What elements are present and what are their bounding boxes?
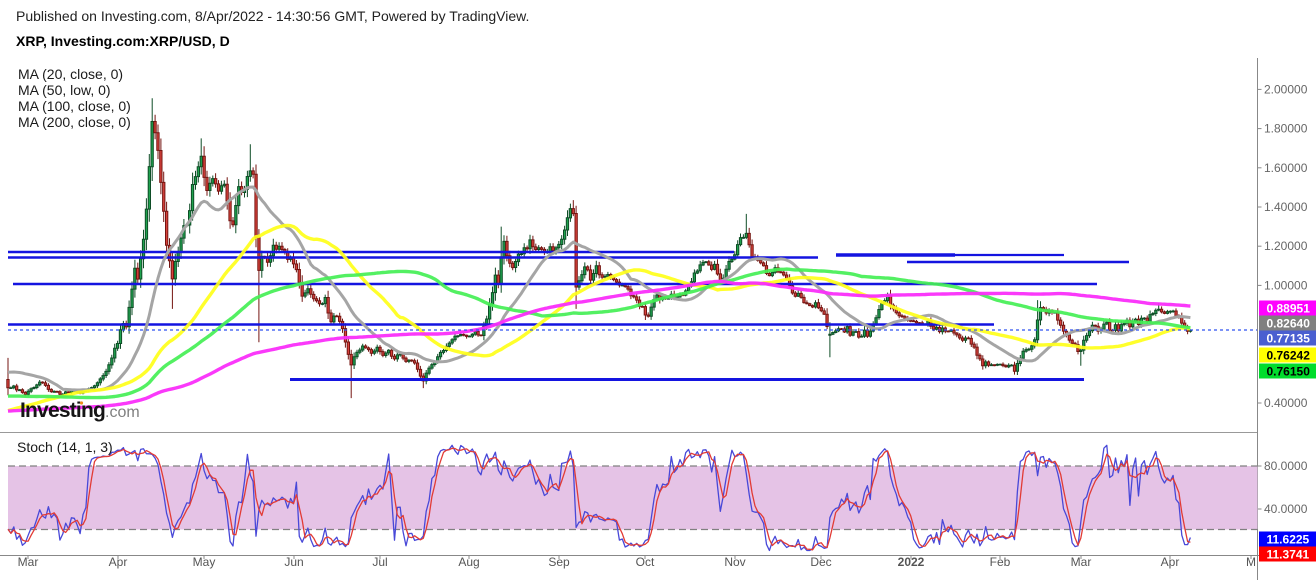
svg-text:Mar: Mar	[1071, 555, 1092, 569]
svg-text:Investing.com: Investing.com	[20, 399, 140, 422]
svg-text:0.82640: 0.82640	[1267, 317, 1311, 331]
svg-text:40.0000: 40.0000	[1264, 502, 1308, 516]
svg-text:2.00000: 2.00000	[1264, 82, 1308, 96]
svg-text:Apr: Apr	[1161, 555, 1180, 569]
svg-text:Mar: Mar	[18, 555, 39, 569]
svg-text:1.20000: 1.20000	[1264, 239, 1308, 253]
svg-text:Apr: Apr	[109, 555, 128, 569]
svg-text:Dec: Dec	[810, 555, 831, 569]
svg-text:11.3741: 11.3741	[1267, 548, 1310, 562]
svg-text:Stoch (14, 1, 3): Stoch (14, 1, 3)	[17, 439, 113, 455]
svg-text:MA (200, close, 0): MA (200, close, 0)	[18, 114, 131, 130]
svg-text:MA (50, low, 0): MA (50, low, 0)	[18, 82, 111, 98]
svg-text:MA (100, close, 0): MA (100, close, 0)	[18, 98, 131, 114]
svg-text:Jul: Jul	[372, 555, 387, 569]
svg-text:Sep: Sep	[548, 555, 570, 569]
svg-text:1.60000: 1.60000	[1264, 161, 1308, 175]
svg-text:0.76242: 0.76242	[1267, 349, 1311, 363]
svg-text:2022: 2022	[898, 555, 925, 569]
svg-text:M: M	[1246, 555, 1256, 569]
svg-text:Published on Investing.com, 8/: Published on Investing.com, 8/Apr/2022 -…	[16, 8, 529, 24]
svg-text:Jun: Jun	[284, 555, 303, 569]
svg-text:MA (20, close, 0): MA (20, close, 0)	[18, 66, 123, 82]
svg-text:1.80000: 1.80000	[1264, 122, 1308, 136]
svg-text:0.77135: 0.77135	[1267, 332, 1311, 346]
svg-text:XRP, Investing.com:XRP/USD, D: XRP, Investing.com:XRP/USD, D	[16, 33, 230, 49]
svg-text:80.0000: 80.0000	[1264, 459, 1308, 473]
svg-text:May: May	[193, 555, 216, 569]
svg-text:Aug: Aug	[458, 555, 479, 569]
svg-text:0.76150: 0.76150	[1267, 365, 1311, 379]
svg-text:0.88951: 0.88951	[1267, 302, 1311, 316]
svg-text:Oct: Oct	[636, 555, 655, 569]
svg-text:Feb: Feb	[990, 555, 1011, 569]
svg-text:11.6225: 11.6225	[1267, 533, 1310, 547]
svg-text:1.00000: 1.00000	[1264, 278, 1308, 292]
svg-text:1.40000: 1.40000	[1264, 200, 1308, 214]
svg-text:0.40000: 0.40000	[1264, 396, 1308, 410]
svg-text:Nov: Nov	[724, 555, 745, 569]
